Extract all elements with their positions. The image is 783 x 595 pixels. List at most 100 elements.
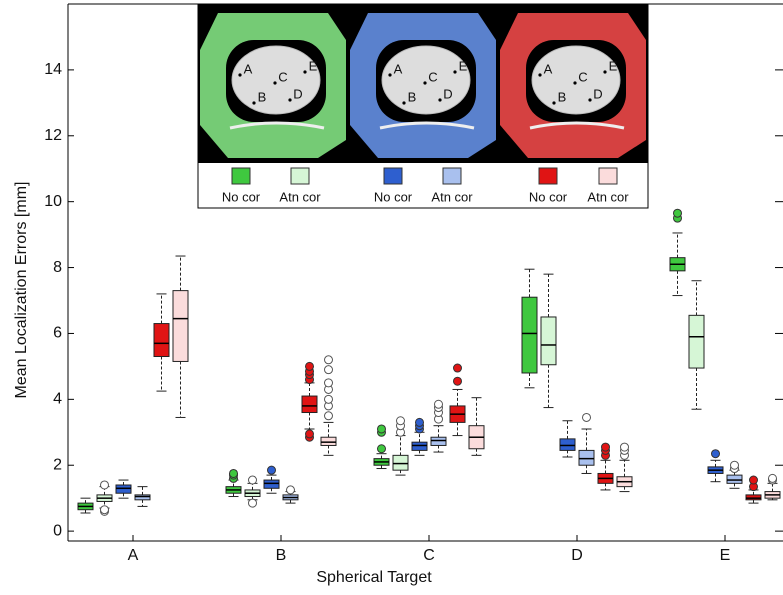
- outlier: [101, 481, 109, 489]
- box: [412, 442, 427, 450]
- box: [689, 315, 704, 368]
- box: [727, 475, 742, 483]
- outlier: [378, 445, 386, 453]
- inset-point-label: D: [443, 86, 452, 101]
- box: [321, 437, 336, 445]
- y-tick-label: 0: [53, 522, 62, 539]
- box: [154, 324, 169, 357]
- legend-label: Atn cor: [279, 189, 321, 204]
- panel-body: [232, 46, 320, 114]
- legend-label: Atn cor: [587, 189, 629, 204]
- inset-point-label: A: [544, 61, 553, 76]
- y-tick-label: 6: [53, 325, 62, 342]
- outlier: [435, 400, 443, 408]
- x-tick-label: A: [128, 547, 139, 564]
- inset-point: [252, 101, 255, 104]
- y-tick-label: 2: [53, 456, 62, 473]
- inset-point-label: B: [408, 89, 417, 104]
- inset-point-label: E: [459, 58, 468, 73]
- box: [135, 495, 150, 500]
- inset-point-label: A: [394, 61, 403, 76]
- legend-swatch: [232, 168, 250, 184]
- inset-point-label: C: [578, 69, 587, 84]
- inset-point-label: B: [558, 89, 567, 104]
- outlier: [712, 450, 720, 458]
- box: [393, 455, 408, 470]
- outlier: [325, 356, 333, 364]
- legend-label: No cor: [529, 189, 568, 204]
- outlier: [325, 395, 333, 403]
- chart: Spherical Target Mean Localization Error…: [0, 0, 783, 595]
- box: [579, 450, 594, 465]
- outlier: [454, 377, 462, 385]
- inset-point-label: E: [309, 58, 318, 73]
- box: [302, 396, 317, 412]
- outlier: [325, 379, 333, 387]
- outlier: [621, 443, 629, 451]
- inset-point: [423, 81, 426, 84]
- legend-swatch: [443, 168, 461, 184]
- box: [264, 480, 279, 488]
- box: [522, 297, 537, 373]
- legend-swatch: [384, 168, 402, 184]
- inset-point: [588, 98, 591, 101]
- outlier: [750, 476, 758, 484]
- panel-body: [382, 46, 470, 114]
- outlier: [268, 466, 276, 474]
- inset-point: [603, 70, 606, 73]
- inset-point-label: A: [244, 61, 253, 76]
- inset-point-label: B: [258, 89, 267, 104]
- legend-label: No cor: [222, 189, 261, 204]
- x-tick-label: E: [720, 547, 731, 564]
- outlier: [397, 417, 405, 425]
- legend-swatch: [539, 168, 557, 184]
- inset-point: [288, 98, 291, 101]
- outlier: [325, 366, 333, 374]
- y-tick-label: 14: [44, 61, 62, 78]
- inset-point: [388, 73, 391, 76]
- inset-point: [552, 101, 555, 104]
- legend-label: Atn cor: [431, 189, 473, 204]
- outlier: [583, 413, 591, 421]
- inset-point-label: D: [293, 86, 302, 101]
- outlier: [454, 364, 462, 372]
- legend-swatch: [599, 168, 617, 184]
- panel-body: [532, 46, 620, 114]
- outlier: [416, 418, 424, 426]
- outlier: [325, 412, 333, 420]
- inset-point: [402, 101, 405, 104]
- y-tick-label: 10: [44, 193, 62, 210]
- outlier: [287, 486, 295, 494]
- outlier: [602, 443, 610, 451]
- outlier: [249, 476, 257, 484]
- inset-point: [453, 70, 456, 73]
- outlier: [769, 474, 777, 482]
- inset-point-label: C: [428, 69, 437, 84]
- box: [746, 495, 761, 500]
- inset-point-label: D: [593, 86, 602, 101]
- inset-point: [273, 81, 276, 84]
- legend-label: No cor: [374, 189, 413, 204]
- outlier: [731, 461, 739, 469]
- inset-point: [303, 70, 306, 73]
- inset-point: [538, 73, 541, 76]
- outlier: [674, 209, 682, 217]
- inset-point-label: C: [278, 69, 287, 84]
- outlier: [230, 469, 238, 477]
- outlier: [306, 430, 314, 438]
- box: [173, 291, 188, 362]
- inset-point: [238, 73, 241, 76]
- x-tick-label: B: [276, 547, 287, 564]
- box: [431, 437, 446, 445]
- x-tick-label: D: [571, 547, 583, 564]
- y-axis-label: Mean Localization Errors [mm]: [13, 182, 30, 399]
- y-tick-label: 4: [53, 391, 62, 408]
- outlier: [101, 506, 109, 514]
- y-tick-label: 8: [53, 259, 62, 276]
- inset-point: [438, 98, 441, 101]
- box: [560, 439, 575, 451]
- inset-point-label: E: [609, 58, 618, 73]
- box: [541, 317, 556, 365]
- outlier: [249, 499, 257, 507]
- legend-swatch: [291, 168, 309, 184]
